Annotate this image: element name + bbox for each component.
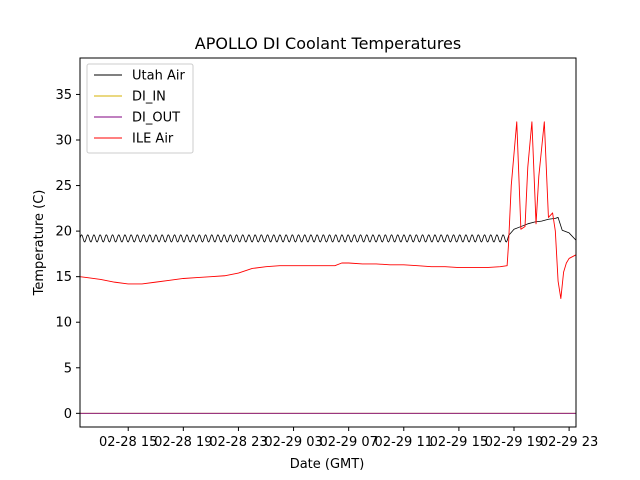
x-tick-label: 02-29 23 — [540, 435, 598, 450]
series-line-utah-air — [79, 217, 577, 243]
legend: Utah Air DI_IN DI_OUT ILE Air — [86, 63, 194, 154]
x-tick-label: 02-29 15 — [430, 435, 488, 450]
x-tick-label: 02-29 19 — [485, 435, 543, 450]
x-tick-label: 02-29 07 — [319, 435, 377, 450]
plot-frame — [79, 57, 577, 428]
y-tick-label: 10 — [55, 316, 72, 331]
x-tick-label: 02-29 11 — [375, 435, 433, 450]
x-tick-label: 02-28 15 — [99, 435, 157, 450]
y-tick-label: 20 — [55, 225, 72, 240]
chart-title: APOLLO DI Coolant Temperatures — [195, 34, 461, 53]
y-tick-label: 30 — [55, 134, 72, 149]
legend-entry-label: DI_IN — [132, 90, 166, 105]
y-tick-label: 5 — [64, 361, 72, 376]
legend-entry-label: Utah Air — [132, 69, 185, 84]
x-axis-label: Date (GMT) — [290, 457, 365, 472]
x-tick-label: 02-29 03 — [264, 435, 322, 450]
x-tick-label: 02-28 19 — [154, 435, 212, 450]
y-tick-label: 15 — [55, 270, 72, 285]
y-tick-label: 25 — [55, 179, 72, 194]
series-line-ile-air — [79, 121, 577, 299]
legend-entry-label: ILE Air — [132, 132, 174, 147]
y-axis-label: Temperature (C) — [32, 190, 47, 297]
legend-entry-label: DI_OUT — [132, 111, 180, 126]
y-tick-label: 35 — [55, 88, 72, 103]
y-tick-label: 0 — [64, 407, 72, 422]
legend-box — [86, 63, 194, 154]
x-tick-label: 02-28 23 — [209, 435, 267, 450]
